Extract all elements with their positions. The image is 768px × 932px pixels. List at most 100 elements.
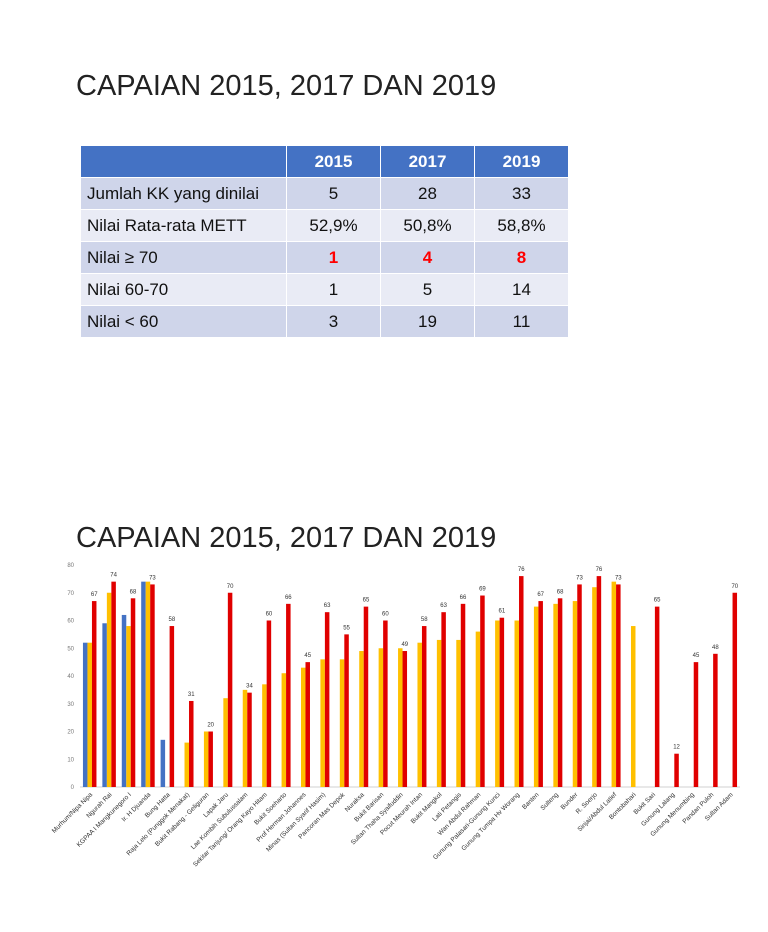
data-label: 65 (654, 598, 661, 604)
bar (480, 595, 485, 787)
bar (436, 639, 442, 787)
bar (121, 614, 127, 787)
bar (596, 576, 602, 787)
data-label: 31 (188, 692, 195, 698)
y-tick-label: 30 (67, 702, 74, 708)
table-cell: 28 (380, 177, 475, 210)
data-label: 73 (615, 575, 622, 581)
data-label: 76 (518, 567, 525, 573)
bar (577, 584, 582, 787)
bar (300, 667, 306, 787)
table-cell: 11 (474, 305, 569, 338)
bar (82, 642, 88, 787)
bar (533, 606, 539, 787)
data-label: 34 (246, 684, 253, 690)
bar (378, 648, 384, 787)
bar (514, 620, 520, 787)
bar (654, 606, 660, 787)
chart-title: CAPAIAN 2015, 2017 DAN 2019 (76, 522, 497, 554)
bar (616, 584, 621, 787)
data-label: 45 (304, 653, 311, 659)
bar (102, 623, 107, 787)
bar (553, 603, 558, 787)
bar (111, 581, 116, 787)
data-label: 66 (285, 595, 292, 601)
bar (208, 731, 213, 787)
bar (130, 598, 136, 787)
bar (320, 659, 325, 787)
bar (363, 606, 369, 787)
table-title: CAPAIAN 2015, 2017 DAN 2019 (76, 70, 497, 102)
data-label: 49 (401, 642, 408, 648)
table-cell: 1 (286, 241, 381, 274)
bar (592, 587, 597, 787)
bar (383, 620, 388, 787)
data-label: 63 (324, 603, 331, 609)
bar (203, 731, 209, 787)
x-tick-label: Sulteng (539, 791, 560, 812)
y-tick-label: 80 (67, 563, 74, 569)
bar (189, 700, 194, 787)
table-cell: 8 (474, 241, 569, 274)
data-label: 74 (110, 573, 117, 579)
y-tick-label: 20 (67, 730, 74, 736)
bar (305, 662, 310, 787)
table-row: Nilai 60-70 1 5 14 (80, 273, 569, 306)
data-label: 69 (479, 587, 486, 593)
data-label: 70 (731, 584, 738, 590)
table-row: Nilai ≥ 70 1 4 8 (80, 241, 569, 274)
bar (145, 581, 151, 787)
y-tick-label: 0 (71, 785, 75, 791)
bar (223, 698, 228, 787)
y-tick-label: 60 (67, 619, 74, 625)
bar (87, 642, 92, 787)
table-cell: 52,9% (286, 209, 381, 242)
data-label: 20 (207, 723, 214, 729)
bar (126, 626, 131, 787)
data-label: 65 (363, 598, 370, 604)
table-row: Jumlah KK yang dinilai 5 28 33 (80, 177, 569, 210)
table-row: Nilai Rata-rata METT 52,9% 50,8% 58,8% (80, 209, 569, 242)
data-label: 67 (537, 592, 544, 598)
table-cell: 33 (474, 177, 569, 210)
bar (732, 592, 738, 787)
bar (150, 584, 155, 787)
bar (475, 631, 481, 787)
bar (344, 634, 349, 787)
data-label: 60 (382, 612, 389, 618)
table-cell: 3 (286, 305, 381, 338)
bar (242, 689, 248, 787)
header-cell (80, 145, 287, 178)
row-label: Nilai Rata-rata METT (80, 209, 287, 242)
bar (324, 612, 330, 787)
bar (91, 601, 97, 787)
bar (611, 581, 617, 787)
row-label: Nilai ≥ 70 (80, 241, 287, 274)
data-label: 55 (343, 625, 350, 631)
data-label: 45 (693, 653, 700, 659)
table-cell: 1 (286, 273, 381, 306)
data-label: 68 (130, 589, 137, 595)
table-cell: 5 (286, 177, 381, 210)
bar (499, 617, 505, 787)
table-cell: 50,8% (380, 209, 475, 242)
bar (184, 742, 190, 787)
bar (339, 659, 345, 787)
bar (141, 581, 146, 787)
bar (398, 648, 403, 787)
table-cell: 4 (380, 241, 475, 274)
bar (247, 692, 252, 787)
bar (630, 626, 636, 787)
data-label: 67 (91, 592, 98, 598)
bar (495, 620, 500, 787)
bar (266, 620, 272, 787)
data-label: 70 (227, 584, 234, 590)
header-cell: 2019 (474, 145, 569, 178)
bar (281, 673, 287, 787)
row-label: Jumlah KK yang dinilai (80, 177, 287, 210)
row-label: Nilai 60-70 (80, 273, 287, 306)
data-label: 48 (712, 645, 719, 651)
bar (674, 753, 679, 787)
